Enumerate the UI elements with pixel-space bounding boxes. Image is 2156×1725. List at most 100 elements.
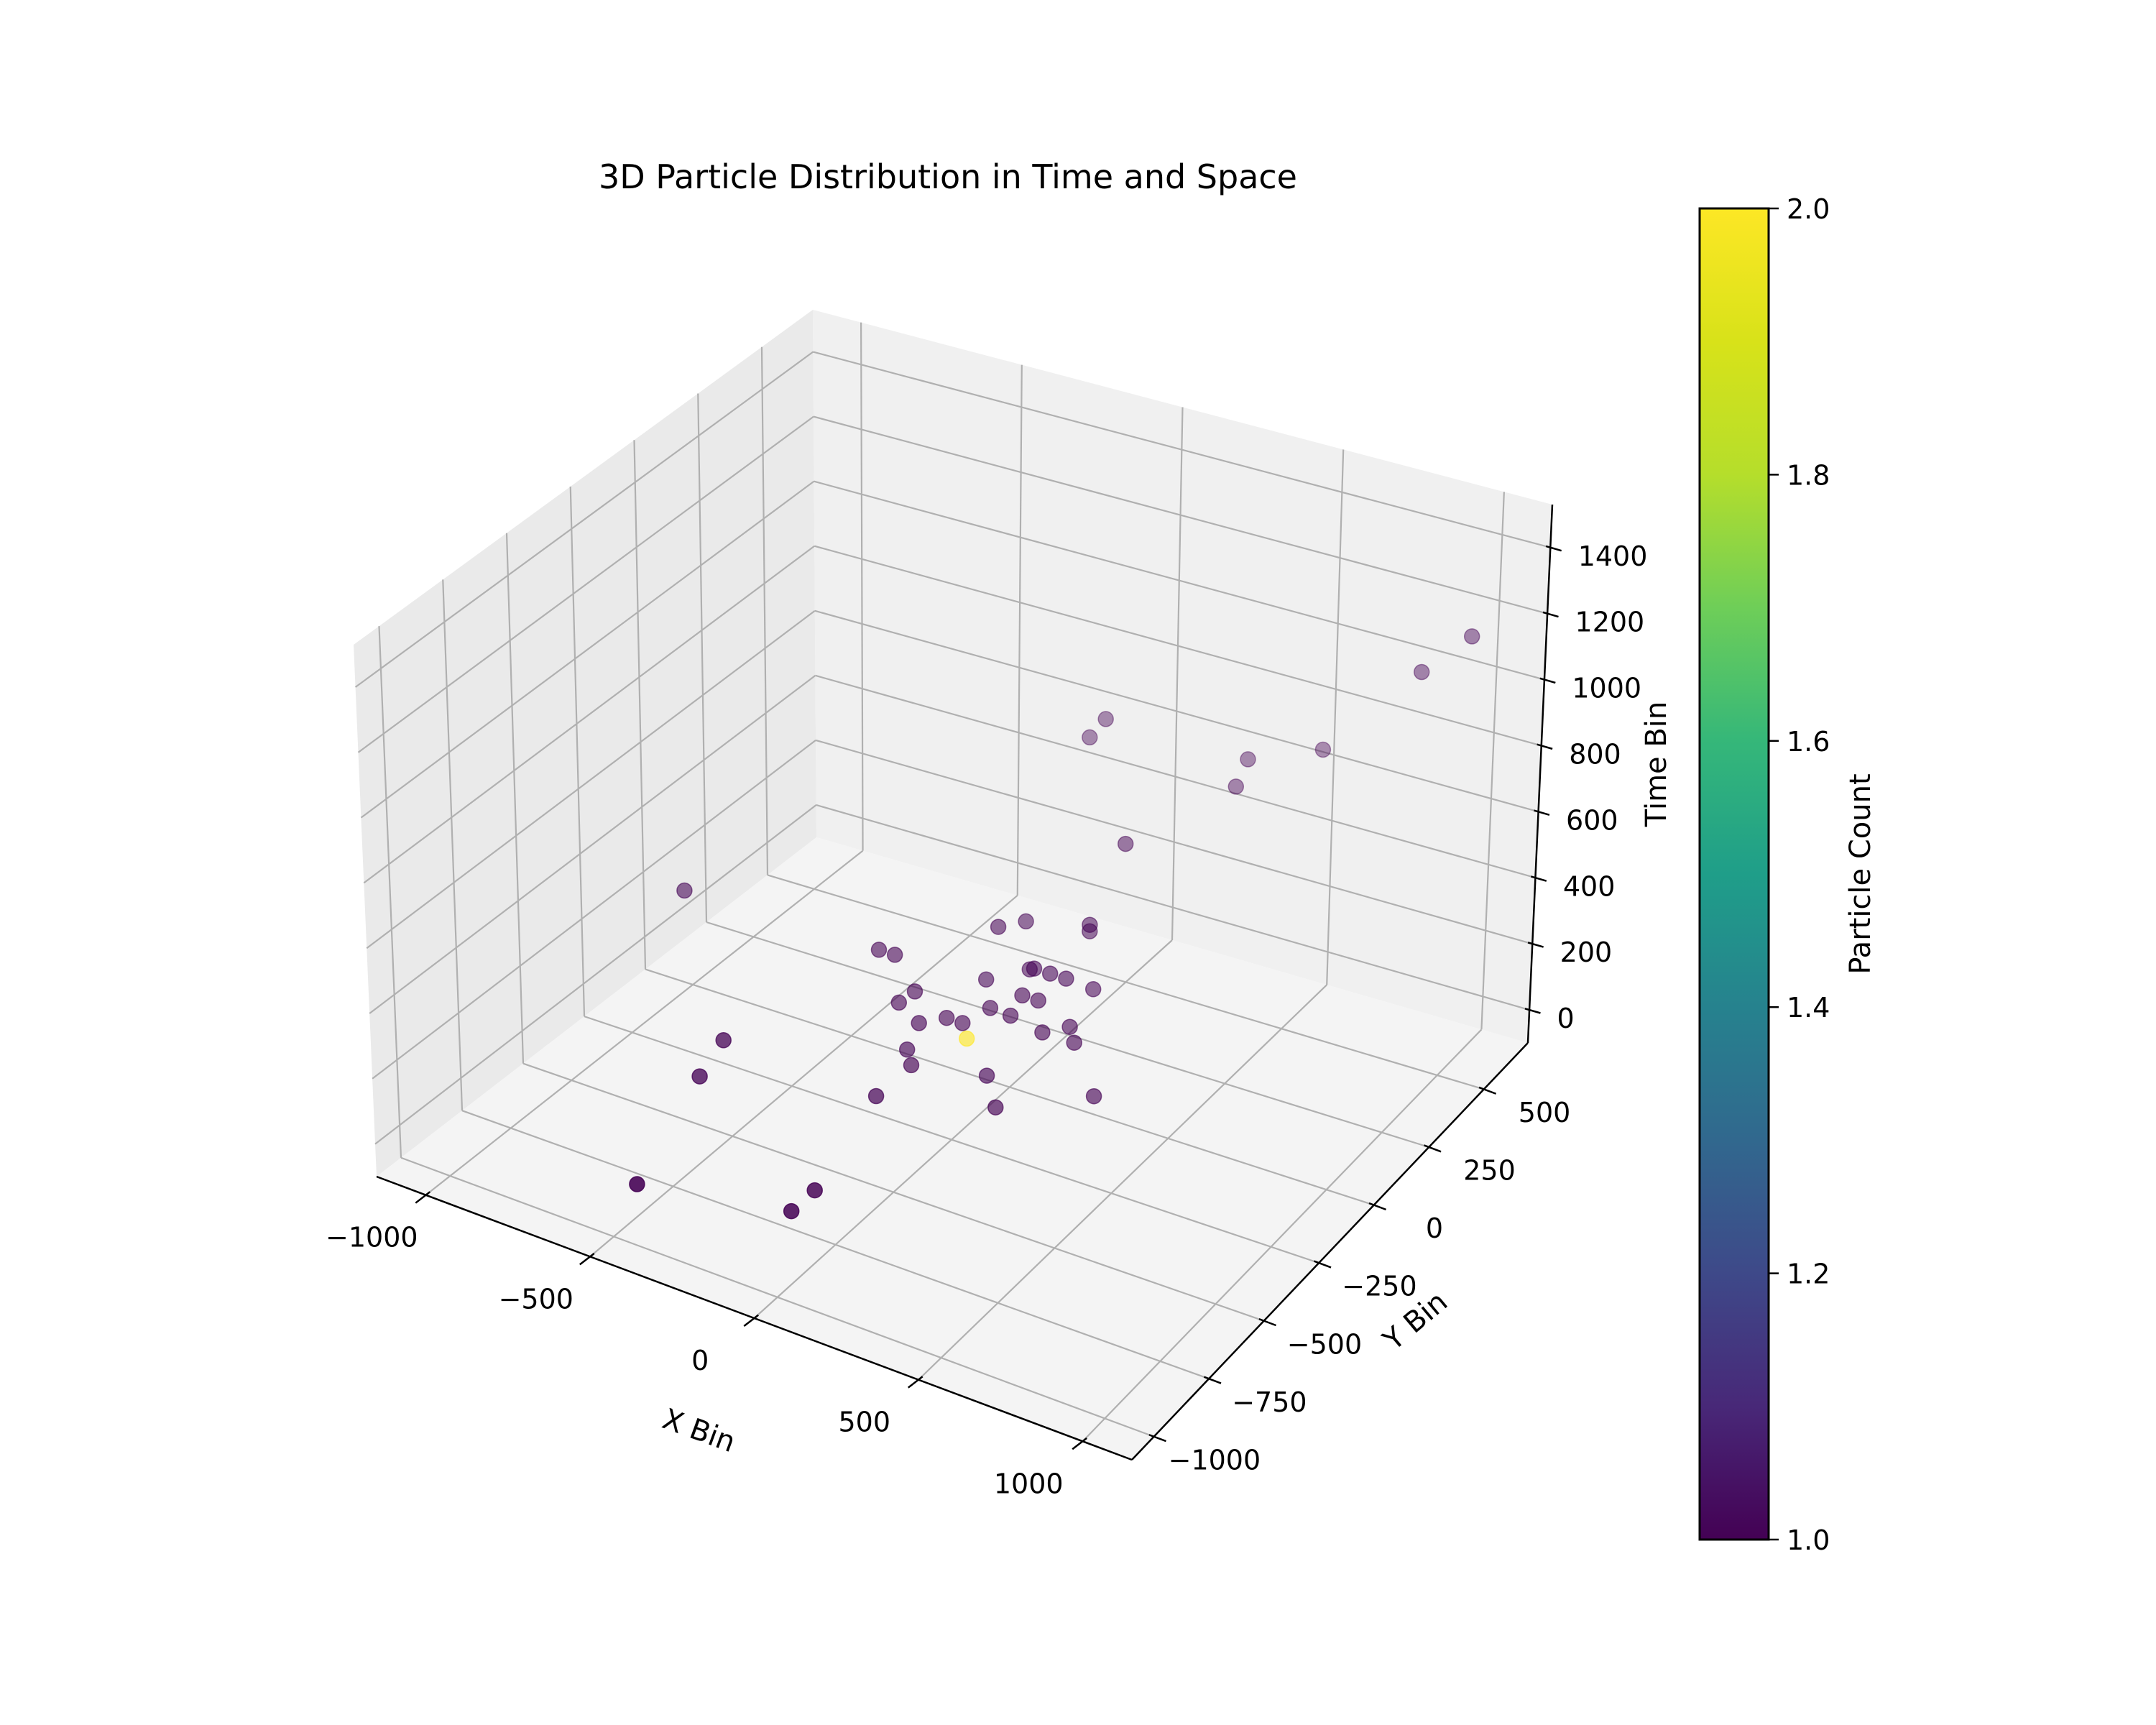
z-tick-label: 200 — [1560, 937, 1613, 968]
data-point — [1082, 923, 1098, 939]
z-tick-label: 600 — [1566, 804, 1618, 836]
grid-y-side — [569, 486, 586, 1017]
tick-marks: −1000−50005001000−1000−750−500−250025050… — [326, 540, 1647, 1499]
grid-z-side — [354, 351, 814, 688]
grid-y-side — [697, 393, 708, 923]
z-tick-label: 400 — [1563, 870, 1616, 902]
colorbar-ticks: 1.0 1.2 1.4 1.6 1.8 2.0 — [1769, 193, 1830, 1556]
data-point — [906, 983, 923, 1000]
y-tick — [1478, 1086, 1497, 1095]
data-point — [1240, 751, 1256, 768]
data-point — [898, 1041, 916, 1058]
x-tick-label: −1000 — [326, 1222, 418, 1254]
grid-x-back — [1171, 407, 1184, 941]
z-tick — [1530, 875, 1547, 882]
data-point — [1082, 729, 1098, 746]
colorbar-tick-label: 1.4 — [1787, 992, 1830, 1024]
colorbar-tick-label: 1.2 — [1787, 1259, 1830, 1290]
z-tick — [1545, 545, 1562, 552]
grid-x-back — [1326, 449, 1345, 985]
grid-z-back — [816, 804, 1530, 1011]
data-point — [1413, 663, 1430, 681]
grid-z-side — [357, 415, 814, 753]
z-tick-label: 1000 — [1572, 673, 1641, 704]
data-point — [1041, 965, 1059, 982]
z-axis-line — [1526, 504, 1554, 1044]
chart-title: 3D Particle Distribution in Time and Spa… — [599, 157, 1297, 196]
colorbar-tick-label: 1.8 — [1787, 459, 1830, 491]
z-tick — [1527, 942, 1544, 948]
y-tick-label: 0 — [1426, 1213, 1443, 1244]
y-tick — [1368, 1202, 1387, 1211]
y-tick-label: −1000 — [1169, 1444, 1261, 1476]
data-point — [954, 1015, 971, 1031]
data-point — [629, 1176, 645, 1192]
grid-y-side — [760, 346, 769, 875]
grid-z-back — [814, 610, 1539, 813]
colorbar: 1.0 1.2 1.4 1.6 1.8 2.0 Particle Count — [1698, 193, 1877, 1556]
grid-y-floor — [584, 1016, 1319, 1264]
data-point — [990, 919, 1007, 935]
data-point — [958, 1030, 975, 1047]
x-tick — [1072, 1437, 1087, 1450]
data-point — [982, 1000, 999, 1016]
grid-z-side — [374, 804, 817, 1145]
data-point — [987, 1099, 1004, 1116]
grid-y-floor — [400, 1156, 1154, 1438]
z-tick-label: 1200 — [1575, 607, 1645, 638]
y-axis-line — [1131, 1042, 1529, 1460]
y-tick-label: 250 — [1463, 1155, 1516, 1187]
y-tick — [1203, 1376, 1222, 1384]
data-point — [1058, 970, 1074, 987]
data-point — [867, 1087, 885, 1105]
colorbar-tick-label: 2.0 — [1787, 193, 1830, 225]
pane-floor — [377, 837, 1528, 1460]
grid-z-side — [360, 480, 815, 819]
z-tick — [1537, 743, 1553, 750]
data-point — [1463, 628, 1480, 645]
grid-z-side — [366, 610, 816, 949]
x-tick-label: −500 — [499, 1283, 573, 1315]
data-point — [903, 1057, 920, 1074]
z-tick-label: 800 — [1569, 739, 1621, 770]
data-point — [676, 882, 693, 899]
z-tick — [1539, 677, 1556, 684]
y-tick-label: −250 — [1342, 1271, 1416, 1302]
data-point — [1084, 981, 1102, 998]
grid-y-side — [442, 579, 464, 1111]
y-tick — [1424, 1144, 1442, 1153]
scatter-points — [629, 628, 1480, 1220]
data-point — [1117, 835, 1134, 852]
grid-y-side — [633, 440, 647, 970]
y-tick — [1148, 1434, 1166, 1443]
grid-x-back — [1480, 492, 1505, 1030]
grid-z-back — [813, 351, 1551, 548]
z-axis-label: Time Bin — [1640, 702, 1673, 828]
grid-x-back — [860, 322, 864, 851]
x-axis-label: X Bin — [658, 1402, 740, 1459]
grid-x-floor — [589, 894, 1018, 1258]
data-point — [1314, 741, 1332, 758]
grid-z-side — [372, 740, 816, 1080]
grid-x-floor — [1082, 1029, 1483, 1443]
grid-y-floor — [461, 1110, 1210, 1380]
colorbar-gradient — [1698, 207, 1770, 1541]
x-tick-label: 1000 — [994, 1468, 1064, 1499]
x-tick-label: 500 — [838, 1407, 890, 1438]
grid-z-side — [363, 545, 815, 884]
grid-x-floor — [425, 850, 864, 1196]
grid-y-floor — [645, 968, 1375, 1206]
grid-z-back — [813, 415, 1548, 615]
y-tick-label: 500 — [1519, 1097, 1571, 1128]
data-point — [1030, 992, 1046, 1009]
z-tick — [1524, 1008, 1541, 1014]
colorbar-label: Particle Count — [1844, 773, 1877, 974]
grid-z-back — [815, 674, 1536, 879]
data-point — [1002, 1007, 1019, 1024]
grid-y-side — [378, 626, 402, 1158]
grid-x-floor — [753, 939, 1173, 1319]
data-point — [783, 1202, 800, 1220]
data-point — [1097, 711, 1114, 727]
z-tick — [1534, 809, 1550, 816]
pane-y-back — [813, 310, 1552, 1043]
